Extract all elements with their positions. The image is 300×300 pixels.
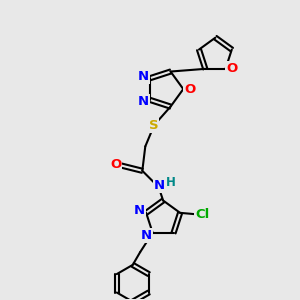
- Text: N: N: [154, 179, 165, 192]
- Text: O: O: [110, 158, 121, 171]
- Text: N: N: [138, 70, 149, 83]
- Text: O: O: [226, 62, 238, 75]
- Text: O: O: [184, 82, 196, 96]
- Text: S: S: [148, 118, 158, 131]
- Text: Cl: Cl: [196, 208, 210, 221]
- Text: N: N: [134, 204, 145, 217]
- Text: H: H: [166, 176, 176, 190]
- Text: N: N: [138, 95, 149, 108]
- Text: N: N: [140, 229, 152, 242]
